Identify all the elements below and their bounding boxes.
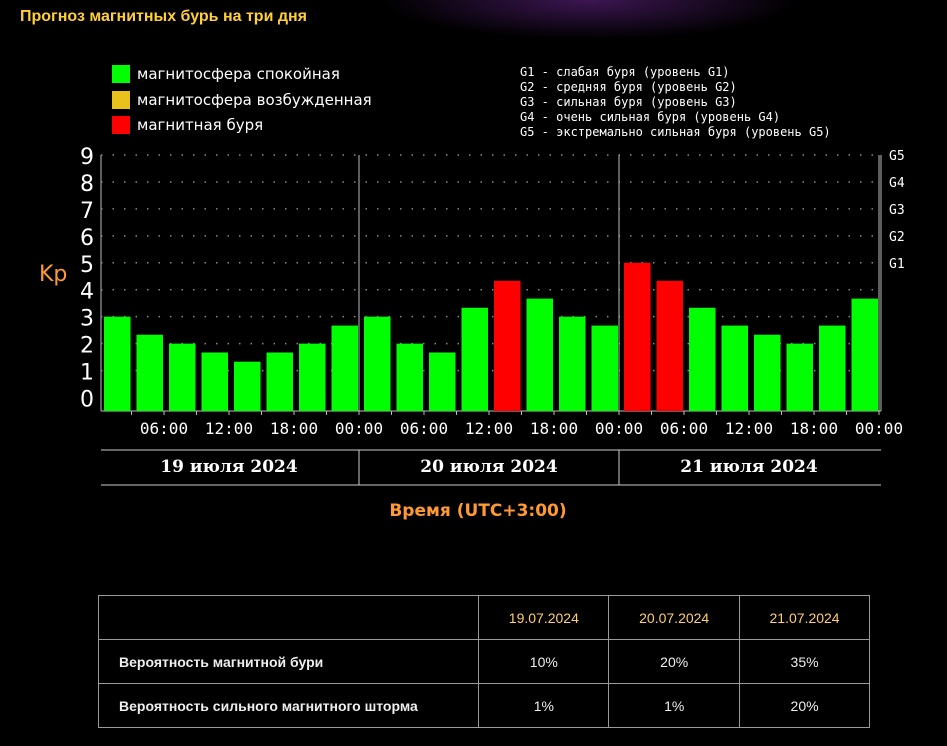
kp-bar — [526, 298, 553, 411]
day-label: 20 июля 2024 — [420, 457, 558, 477]
table-row: Вероятность сильного магнитного шторма 1… — [97, 683, 870, 728]
table-header-row: 19.07.2024 20.07.2024 21.07.2024 — [97, 595, 870, 640]
kp-bar — [364, 316, 391, 411]
legend-item-quiet: магнитосфера спокойная — [112, 64, 340, 84]
kp-bar — [786, 343, 813, 411]
table-cell: 1% — [608, 683, 741, 728]
y-tick-label: 0 — [80, 388, 94, 413]
g-level-description-3: G3 - сильная буря (уровень G3) — [520, 95, 737, 109]
g-level-description-4: G4 - очень сильная буря (уровень G4) — [520, 110, 781, 124]
g-tick-label: G2 — [889, 230, 905, 245]
y-axis-label: Kp — [39, 262, 67, 287]
y-tick-label: 2 — [80, 334, 94, 359]
legend-swatch-storm — [112, 116, 130, 134]
kp-bar — [721, 325, 748, 411]
kp-bar — [396, 343, 423, 411]
kp-bar — [591, 325, 618, 411]
kp-bar — [754, 334, 781, 411]
kp-bar — [689, 307, 716, 411]
table-row-label: Вероятность магнитной бури — [97, 639, 480, 684]
kp-bar — [169, 343, 196, 411]
y-tick-label: 7 — [80, 199, 94, 224]
table-header-date: 20.07.2024 — [608, 595, 741, 640]
y-tick-label: 9 — [80, 145, 94, 170]
day-label: 21 июля 2024 — [680, 457, 818, 477]
kp-bar — [851, 298, 878, 411]
kp-bar — [266, 352, 293, 411]
g-tick-label: G5 — [889, 149, 905, 164]
y-tick-label: 8 — [80, 172, 94, 197]
table-header-empty — [97, 595, 480, 640]
legend-label-quiet: магнитосфера спокойная — [137, 65, 340, 83]
kp-bar — [656, 280, 683, 411]
x-tick-label: 00:00 — [335, 419, 383, 438]
kp-bar — [461, 307, 488, 411]
table-cell: 20% — [608, 639, 741, 684]
table-header-date: 19.07.2024 — [478, 595, 610, 640]
x-tick-label: 12:00 — [205, 419, 253, 438]
kp-bar — [429, 352, 456, 411]
kp-bar — [819, 325, 846, 411]
kp-bar — [299, 343, 326, 411]
legend-item-active: магнитосфера возбужденная — [112, 90, 372, 110]
x-tick-label: 18:00 — [530, 419, 578, 438]
g-tick-label: G1 — [889, 257, 905, 272]
kp-bar — [559, 316, 586, 411]
legend-item-storm: магнитная буря — [112, 115, 263, 135]
day-label: 19 июля 2024 — [160, 457, 298, 477]
x-tick-label: 18:00 — [270, 419, 318, 438]
legend-swatch-quiet — [112, 65, 130, 83]
y-tick-label: 6 — [80, 226, 94, 251]
table-cell: 20% — [739, 683, 870, 728]
legend-swatch-active — [112, 91, 130, 109]
x-axis-label: Время (UTC+3:00) — [389, 501, 566, 521]
y-tick-label: 4 — [80, 280, 94, 305]
kp-bar — [201, 352, 228, 411]
y-tick-label: 1 — [80, 361, 94, 386]
g-tick-label: G3 — [889, 203, 905, 218]
table-header-date: 21.07.2024 — [739, 595, 870, 640]
kp-bar — [624, 262, 651, 411]
kp-bar — [136, 334, 163, 411]
probability-table: 19.07.2024 20.07.2024 21.07.2024 Вероятн… — [97, 595, 870, 728]
kp-bar — [104, 316, 131, 411]
x-tick-label: 00:00 — [595, 419, 643, 438]
kp-bar — [494, 280, 521, 411]
table-row: Вероятность магнитной бури 10% 20% 35% — [97, 639, 870, 684]
x-tick-label: 06:00 — [660, 419, 708, 438]
g-level-description-5: G5 - экстремально сильная буря (уровень … — [520, 125, 831, 139]
x-tick-label: 12:00 — [465, 419, 513, 438]
table-cell: 10% — [478, 639, 610, 684]
legend-label-storm: магнитная буря — [137, 116, 264, 134]
g-level-description-1: G1 - слабая буря (уровень G1) — [520, 65, 730, 79]
y-tick-label: 5 — [80, 253, 94, 278]
table-cell: 1% — [478, 683, 610, 728]
x-tick-label: 18:00 — [790, 419, 838, 438]
kp-bar — [234, 361, 261, 411]
legend-label-active: магнитосфера возбужденная — [137, 91, 372, 109]
x-tick-label: 00:00 — [855, 419, 903, 438]
kp-bar — [331, 325, 358, 411]
x-tick-label: 06:00 — [400, 419, 448, 438]
table-row-label: Вероятность сильного магнитного шторма — [97, 683, 480, 728]
page-title: Прогноз магнитных бурь на три дня — [20, 8, 307, 25]
g-level-description-2: G2 - средняя буря (уровень G2) — [520, 80, 737, 94]
x-tick-label: 06:00 — [140, 419, 188, 438]
table-cell: 35% — [739, 639, 870, 684]
y-tick-label: 3 — [80, 307, 94, 332]
x-tick-label: 12:00 — [725, 419, 773, 438]
g-tick-label: G4 — [889, 176, 905, 191]
